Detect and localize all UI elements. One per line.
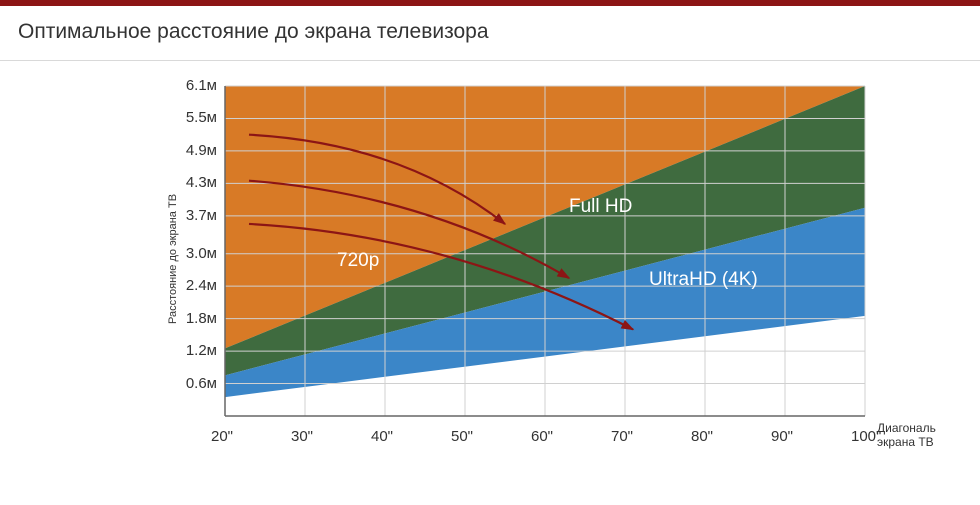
- y-tick: 4.3м: [186, 174, 217, 191]
- y-tick: 1.8м: [186, 310, 217, 327]
- x-tick: 60": [531, 428, 553, 445]
- y-axis-title: Расстояние до экрана ТВ: [167, 194, 180, 324]
- x-tick: 70": [611, 428, 633, 445]
- x-tick: 40": [371, 428, 393, 445]
- x-tick: 50": [451, 428, 473, 445]
- x-tick: 80": [691, 428, 713, 445]
- y-tick: 5.5м: [186, 109, 217, 126]
- x-tick: 20": [211, 428, 233, 445]
- y-tick: 6.1м: [186, 77, 217, 94]
- y-tick: 2.4м: [186, 277, 217, 294]
- y-tick: 3.0м: [186, 245, 217, 262]
- x-axis-title-line: экрана ТВ: [877, 436, 936, 450]
- plot-area: 720pFull HDUltraHD (4K): [225, 86, 865, 416]
- page: Оптимальное расстояние до экрана телевиз…: [0, 0, 980, 505]
- x-tick: 30": [291, 428, 313, 445]
- x-axis-title: Диагональэкрана ТВ: [877, 422, 936, 450]
- x-tick: 100": [851, 428, 881, 445]
- y-tick: 3.7м: [186, 207, 217, 224]
- plot-svg: [225, 86, 865, 416]
- y-tick: 4.9м: [186, 142, 217, 159]
- y-tick: 1.2м: [186, 342, 217, 359]
- x-tick: 90": [771, 428, 793, 445]
- y-tick: 0.6м: [186, 375, 217, 392]
- chart: 720pFull HDUltraHD (4K) Расстояние до эк…: [0, 0, 980, 505]
- x-axis-title-line: Диагональ: [877, 422, 936, 436]
